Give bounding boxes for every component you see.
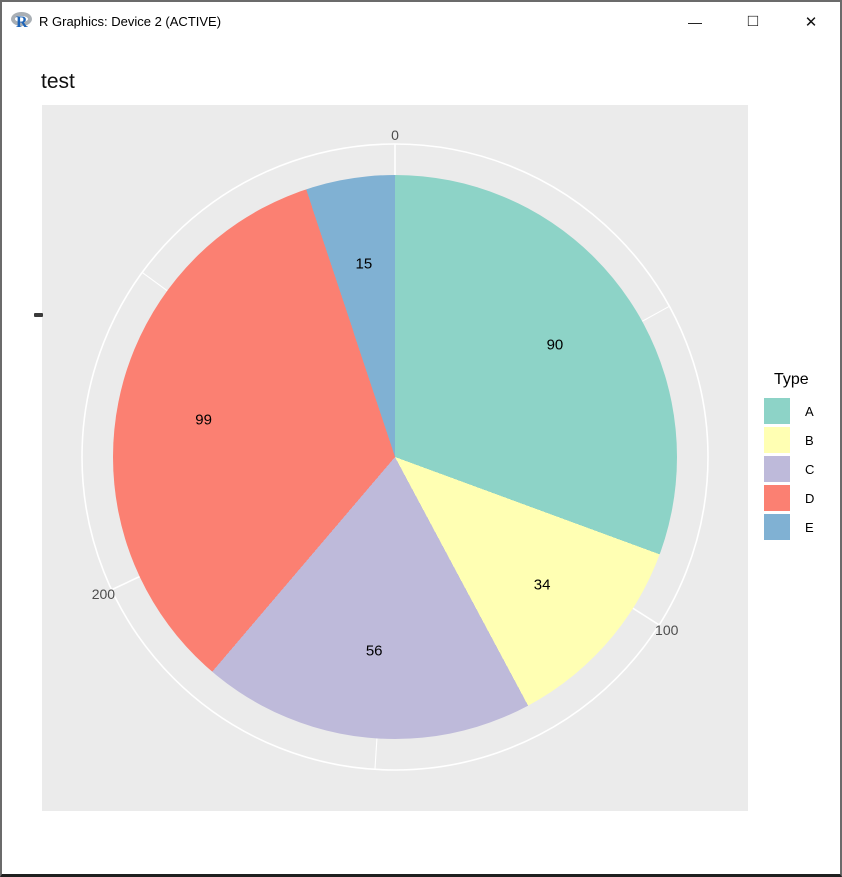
minimize-icon[interactable]: —	[666, 2, 724, 42]
plot-panel: 90 34 56 99 15 0 100 200	[42, 105, 748, 811]
axis-label-200: 200	[91, 585, 116, 602]
r-logo-ring	[11, 12, 32, 26]
legend-swatch-E	[764, 514, 790, 540]
slice-label-B: 34	[533, 576, 551, 594]
legend-title: Type	[774, 371, 809, 388]
legend-entry-D: D	[764, 485, 814, 511]
slice-label-C: 56	[365, 642, 383, 660]
legend-label-A: A	[805, 403, 814, 419]
pie-chart	[113, 175, 677, 739]
legend-swatch-C	[764, 456, 790, 482]
titlebar[interactable]: R R Graphics: Device 2 (ACTIVE) — □ ✕	[2, 2, 840, 42]
legend-label-B: B	[805, 432, 814, 448]
maximize-icon[interactable]: □	[724, 2, 782, 42]
axis-label-0: 0	[391, 127, 399, 143]
legend-swatch-B	[764, 427, 790, 453]
legend-label-D: D	[805, 490, 815, 506]
legend-label-E: E	[805, 519, 814, 535]
window-title: R Graphics: Device 2 (ACTIVE)	[39, 14, 222, 29]
slice-label-A: 90	[546, 336, 564, 354]
legend-entry-E: E	[764, 514, 814, 540]
legend-entry-A: A	[764, 398, 814, 424]
legend-label-C: C	[805, 461, 815, 477]
legend-swatch-A	[764, 398, 790, 424]
legend-entry-B: B	[764, 427, 814, 453]
window-controls: — □ ✕	[666, 2, 840, 42]
slice-label-D: 99	[195, 411, 212, 429]
plot-title: test	[41, 70, 75, 93]
slice-label-E: 15	[355, 255, 373, 273]
close-icon[interactable]: ✕	[782, 2, 840, 42]
axis-label-100: 100	[655, 621, 679, 638]
legend-swatch-D	[764, 485, 790, 511]
axis-tick-mark	[34, 313, 43, 317]
r-logo-icon: R	[11, 10, 35, 34]
legend-entry-C: C	[764, 456, 814, 482]
r-logo-letter: R	[16, 14, 28, 31]
